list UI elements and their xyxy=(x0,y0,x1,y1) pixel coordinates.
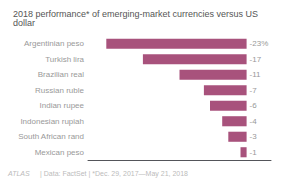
svg-text:Mexican peso: Mexican peso xyxy=(35,148,85,157)
svg-text:| Data: FactSet | *Dec. 29, 20: | Data: FactSet | *Dec. 29, 2017—May 21,… xyxy=(40,170,188,178)
svg-text:-17: -17 xyxy=(250,55,262,64)
svg-text:Argentinian peso: Argentinian peso xyxy=(24,39,85,48)
svg-text:dollar: dollar xyxy=(13,18,35,28)
svg-text:-4: -4 xyxy=(250,117,258,126)
svg-text:Indian rupee: Indian rupee xyxy=(40,101,85,110)
svg-text:-23%: -23% xyxy=(250,39,269,48)
svg-text:Brazilian real: Brazilian real xyxy=(38,70,84,79)
svg-text:-1: -1 xyxy=(250,148,258,157)
svg-text:Indonesian rupiah: Indonesian rupiah xyxy=(20,117,84,126)
svg-text:-6: -6 xyxy=(250,101,258,110)
svg-text:Russian ruble: Russian ruble xyxy=(35,86,84,95)
svg-text:ATLAS: ATLAS xyxy=(7,170,30,177)
svg-text:-11: -11 xyxy=(250,70,262,79)
svg-text:-3: -3 xyxy=(250,132,258,141)
svg-text:-7: -7 xyxy=(250,86,258,95)
svg-text:2018 performance* of emerging-: 2018 performance* of emerging-market cur… xyxy=(13,9,261,19)
svg-text:Turkish lira: Turkish lira xyxy=(45,55,84,64)
svg-text:South African rand: South African rand xyxy=(18,132,84,141)
